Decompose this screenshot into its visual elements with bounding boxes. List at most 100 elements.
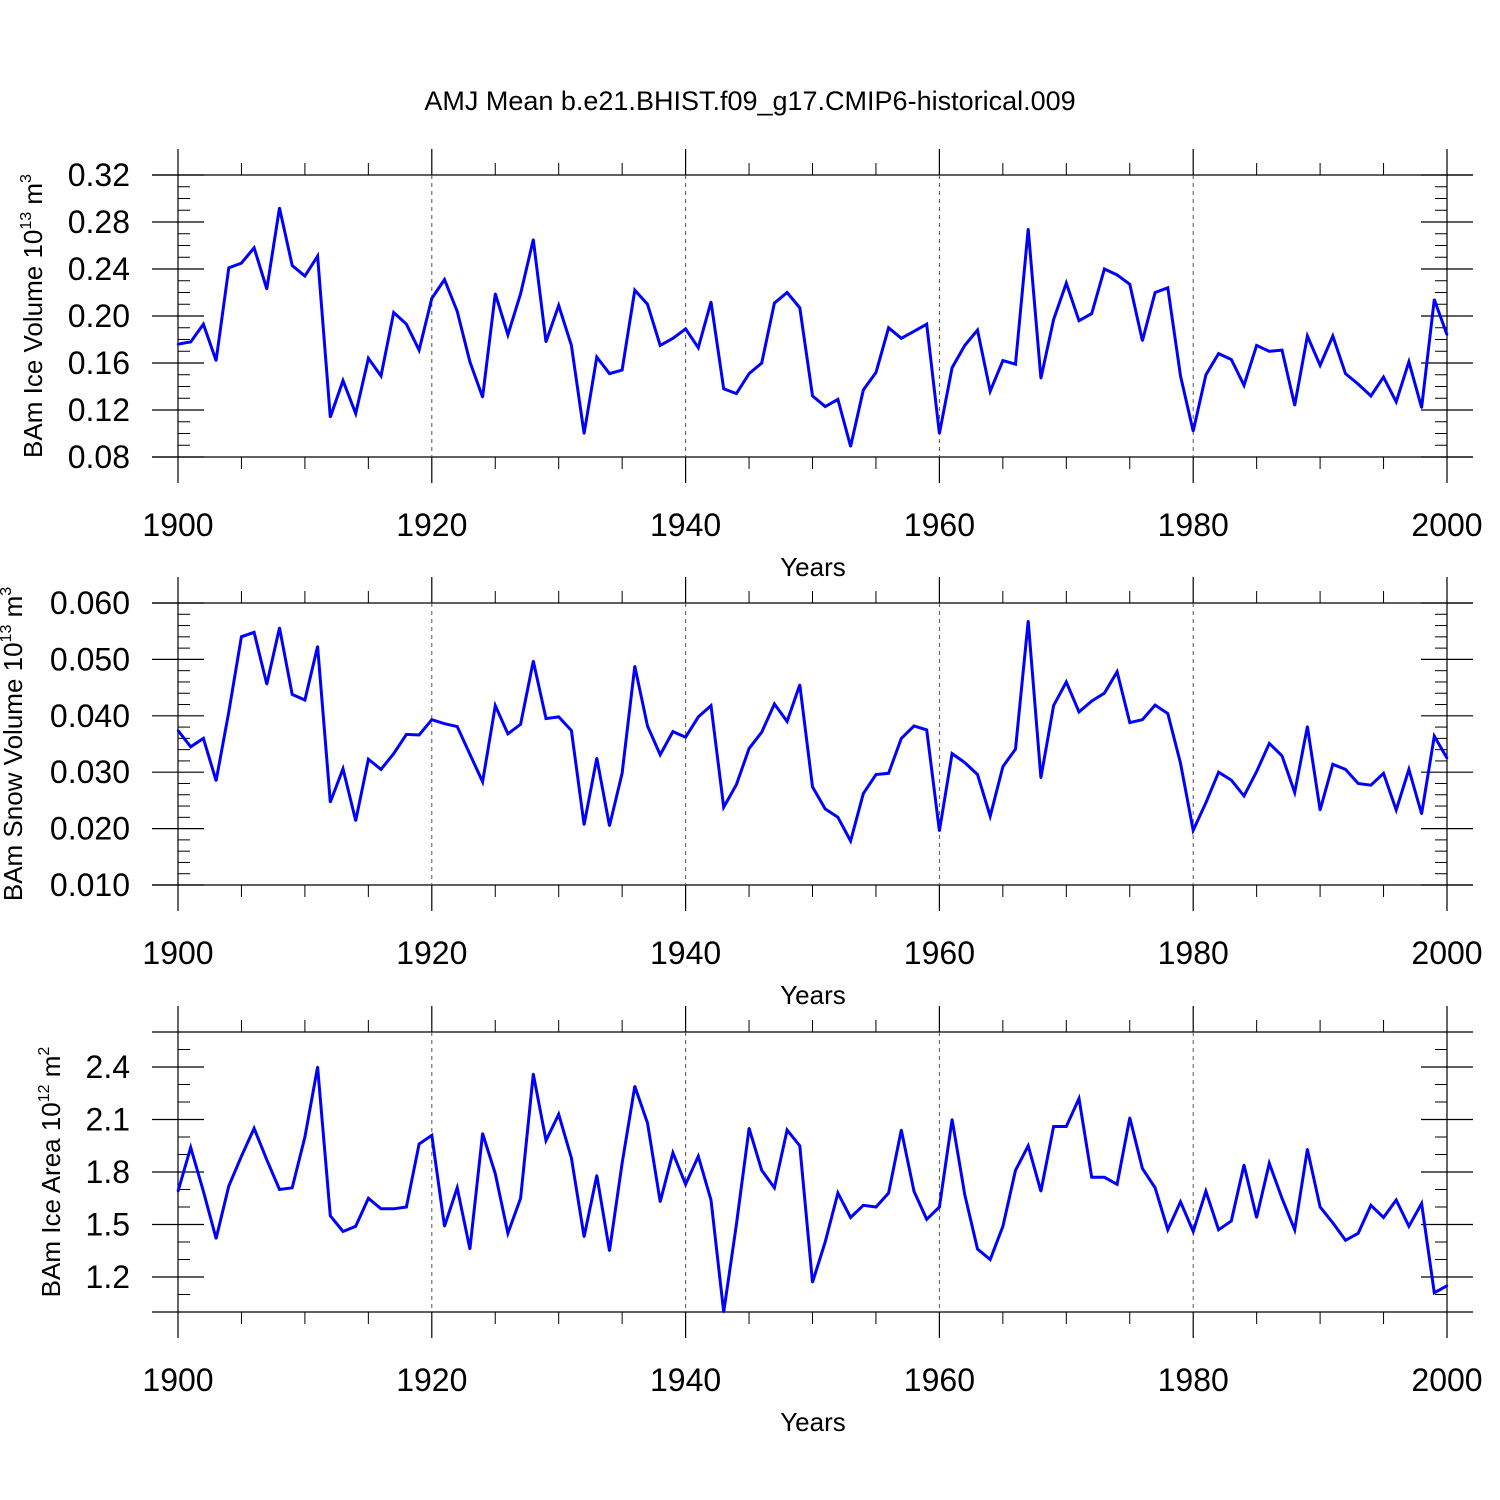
data-point [1153,1186,1157,1189]
data-point [646,303,649,306]
data-point [938,1205,941,1209]
data-point [1192,829,1195,832]
data-point [1217,771,1220,774]
data-point [367,1197,370,1200]
data-point [430,297,433,300]
y-tick-label: 0.32 [68,157,130,193]
data-point [1217,352,1220,355]
data-point [506,732,510,736]
data-point [303,274,307,278]
data-point [291,264,294,267]
data-point [1128,721,1131,724]
data-point [1242,1163,1246,1167]
data-point [291,1186,294,1189]
data-point [1356,1232,1360,1235]
data-point [849,1216,852,1219]
x-axis-label: Years [780,552,846,582]
data-point [468,752,472,756]
data-point [988,1258,992,1261]
x-axis-label: Years [780,980,846,1010]
data-point [900,1128,903,1132]
x-tick-label: 1980 [1158,507,1229,543]
data-point [316,1065,319,1069]
data-point [176,1190,180,1193]
data-point [659,753,662,756]
data-point [1280,1197,1284,1200]
data-point [823,405,827,408]
data-point [709,300,713,304]
data-point [646,724,649,728]
data-point [1166,1228,1170,1231]
data-point [671,730,675,733]
panel-3: 1.2 1.5 1.8 2.1 2.4 1900 1920 1940 1960 1980 2000 Y… [36,1006,1483,1437]
data-point [379,768,383,771]
data-point [1230,1219,1233,1223]
data-point [1369,1204,1373,1207]
data-point [303,698,307,702]
data-point [354,1225,357,1228]
data-point [341,379,345,382]
data-point [227,710,230,714]
data-point [912,1190,916,1193]
data-point [659,344,662,347]
data-point [887,772,890,775]
data-point [697,715,700,719]
data-point [354,819,357,822]
data-point [367,357,370,360]
data-point [1331,334,1334,338]
y-tick-label: 0.12 [68,392,130,428]
data-point [1255,1216,1258,1219]
data-point [1039,776,1043,780]
data-point [1382,1216,1385,1219]
data-point [1306,725,1309,728]
data-point [430,718,433,721]
data-point [709,1198,713,1202]
data-point [1268,350,1271,353]
data-point [608,824,611,827]
data-point [570,729,573,732]
data-point [773,301,776,305]
data-point [760,730,763,734]
data-point [963,761,966,764]
data-point [976,773,979,776]
data-point [722,805,725,809]
data-point [1268,742,1271,745]
data-point [1192,1230,1195,1233]
data-point [1268,1162,1271,1165]
data-point [1445,333,1449,336]
data-point [887,1191,890,1195]
data-point [1318,1205,1322,1209]
data-point [176,343,180,346]
y-tick-label: 0.010 [50,867,130,903]
data-point [1255,344,1258,347]
data-point [1280,754,1284,758]
data-point [519,292,522,295]
data-point [608,1249,611,1252]
data-point [722,387,725,391]
data-point [684,1183,687,1186]
data-point [747,747,751,750]
data-point [659,1200,662,1203]
y-axis-label: BAm Ice Area 1012 m2 [36,1047,66,1298]
data-point [506,333,510,336]
data-point [1027,1144,1030,1147]
data-point [1192,429,1195,433]
data-point [785,1128,789,1132]
x-tick-label: 1940 [650,507,721,543]
data-point [735,392,738,395]
data-point [709,704,713,707]
data-point [532,659,535,663]
y-tick-label: 0.040 [50,698,130,734]
data-point [1090,699,1093,703]
data-point [887,326,890,329]
data-point [1065,1125,1068,1128]
data-point [912,330,916,333]
data-point [988,390,992,393]
data-point [1369,394,1373,398]
x-tick-label: 1900 [142,507,213,543]
y-tick-label: 0.16 [68,345,130,381]
data-point [329,415,332,419]
data-point [811,785,814,789]
data-point [405,323,408,326]
panel-1: 0.08 0.12 0.16 0.20 0.24 0.28 0.32 1900 1920 1940… [18,149,1483,582]
